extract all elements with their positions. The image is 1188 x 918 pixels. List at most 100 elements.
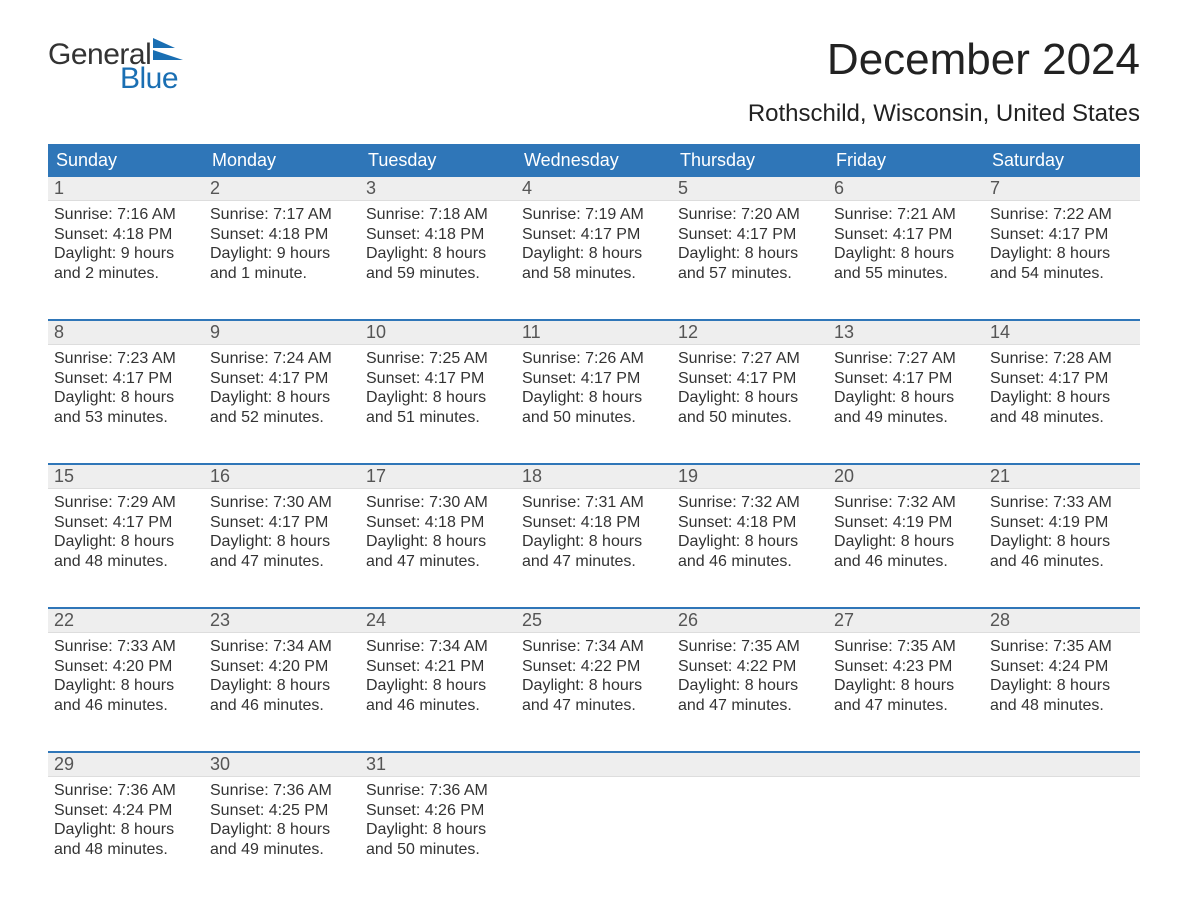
sunrise-line: Sunrise: 7:33 AM bbox=[54, 637, 198, 657]
sunset-line: Sunset: 4:20 PM bbox=[210, 657, 354, 677]
day-number: 18 bbox=[516, 465, 672, 489]
sunset-line: Sunset: 4:17 PM bbox=[522, 225, 666, 245]
daylight-line: and 47 minutes. bbox=[210, 552, 354, 572]
day-body: Sunrise: 7:33 AMSunset: 4:19 PMDaylight:… bbox=[984, 489, 1140, 579]
daylight-line: Daylight: 8 hours bbox=[366, 676, 510, 696]
daylight-line: and 1 minute. bbox=[210, 264, 354, 284]
sunrise-line: Sunrise: 7:33 AM bbox=[990, 493, 1134, 513]
sunrise-line: Sunrise: 7:23 AM bbox=[54, 349, 198, 369]
sunrise-line: Sunrise: 7:32 AM bbox=[834, 493, 978, 513]
daylight-line: and 47 minutes. bbox=[522, 552, 666, 572]
daylight-line: Daylight: 8 hours bbox=[990, 676, 1134, 696]
day-body: Sunrise: 7:30 AMSunset: 4:17 PMDaylight:… bbox=[204, 489, 360, 579]
sunrise-line: Sunrise: 7:35 AM bbox=[834, 637, 978, 657]
calendar-day: 24Sunrise: 7:34 AMSunset: 4:21 PMDayligh… bbox=[360, 609, 516, 723]
daylight-line: Daylight: 8 hours bbox=[522, 532, 666, 552]
sunset-line: Sunset: 4:18 PM bbox=[54, 225, 198, 245]
sunrise-line: Sunrise: 7:28 AM bbox=[990, 349, 1134, 369]
title-block: December 2024 Rothschild, Wisconsin, Uni… bbox=[748, 36, 1140, 140]
daylight-line: Daylight: 8 hours bbox=[834, 388, 978, 408]
sunset-line: Sunset: 4:17 PM bbox=[54, 369, 198, 389]
sunset-line: Sunset: 4:25 PM bbox=[210, 801, 354, 821]
calendar-day: 16Sunrise: 7:30 AMSunset: 4:17 PMDayligh… bbox=[204, 465, 360, 579]
sunrise-line: Sunrise: 7:25 AM bbox=[366, 349, 510, 369]
day-number: 4 bbox=[516, 177, 672, 201]
sunrise-line: Sunrise: 7:36 AM bbox=[210, 781, 354, 801]
daylight-line: and 46 minutes. bbox=[54, 696, 198, 716]
sunrise-line: Sunrise: 7:19 AM bbox=[522, 205, 666, 225]
calendar-day: 9Sunrise: 7:24 AMSunset: 4:17 PMDaylight… bbox=[204, 321, 360, 435]
calendar-day: 7Sunrise: 7:22 AMSunset: 4:17 PMDaylight… bbox=[984, 177, 1140, 291]
day-body bbox=[516, 777, 672, 867]
calendar-day: 6Sunrise: 7:21 AMSunset: 4:17 PMDaylight… bbox=[828, 177, 984, 291]
day-body: Sunrise: 7:18 AMSunset: 4:18 PMDaylight:… bbox=[360, 201, 516, 291]
day-number: 28 bbox=[984, 609, 1140, 633]
daylight-line: and 59 minutes. bbox=[366, 264, 510, 284]
daylight-line: Daylight: 8 hours bbox=[54, 532, 198, 552]
calendar-day bbox=[516, 753, 672, 867]
sunrise-line: Sunrise: 7:34 AM bbox=[210, 637, 354, 657]
calendar-day bbox=[828, 753, 984, 867]
dow-cell: Monday bbox=[204, 144, 360, 177]
calendar-day: 21Sunrise: 7:33 AMSunset: 4:19 PMDayligh… bbox=[984, 465, 1140, 579]
title-location: Rothschild, Wisconsin, United States bbox=[748, 100, 1140, 128]
calendar-day bbox=[672, 753, 828, 867]
day-number: 17 bbox=[360, 465, 516, 489]
calendar-week: 29Sunrise: 7:36 AMSunset: 4:24 PMDayligh… bbox=[48, 751, 1140, 867]
daylight-line: and 50 minutes. bbox=[678, 408, 822, 428]
calendar-day: 19Sunrise: 7:32 AMSunset: 4:18 PMDayligh… bbox=[672, 465, 828, 579]
sunrise-line: Sunrise: 7:17 AM bbox=[210, 205, 354, 225]
sunrise-line: Sunrise: 7:32 AM bbox=[678, 493, 822, 513]
daylight-line: Daylight: 8 hours bbox=[366, 532, 510, 552]
day-body: Sunrise: 7:35 AMSunset: 4:23 PMDaylight:… bbox=[828, 633, 984, 723]
daylight-line: and 48 minutes. bbox=[990, 696, 1134, 716]
day-number bbox=[516, 753, 672, 777]
sunset-line: Sunset: 4:17 PM bbox=[54, 513, 198, 533]
daylight-line: and 46 minutes. bbox=[366, 696, 510, 716]
daylight-line: and 49 minutes. bbox=[834, 408, 978, 428]
calendar-day: 5Sunrise: 7:20 AMSunset: 4:17 PMDaylight… bbox=[672, 177, 828, 291]
day-number: 26 bbox=[672, 609, 828, 633]
sunrise-line: Sunrise: 7:27 AM bbox=[834, 349, 978, 369]
daylight-line: and 48 minutes. bbox=[54, 840, 198, 860]
sunrise-line: Sunrise: 7:29 AM bbox=[54, 493, 198, 513]
day-number: 31 bbox=[360, 753, 516, 777]
day-body: Sunrise: 7:32 AMSunset: 4:19 PMDaylight:… bbox=[828, 489, 984, 579]
day-body: Sunrise: 7:24 AMSunset: 4:17 PMDaylight:… bbox=[204, 345, 360, 435]
calendar-day: 10Sunrise: 7:25 AMSunset: 4:17 PMDayligh… bbox=[360, 321, 516, 435]
day-number: 9 bbox=[204, 321, 360, 345]
day-body: Sunrise: 7:36 AMSunset: 4:26 PMDaylight:… bbox=[360, 777, 516, 867]
day-body: Sunrise: 7:19 AMSunset: 4:17 PMDaylight:… bbox=[516, 201, 672, 291]
sunset-line: Sunset: 4:17 PM bbox=[522, 369, 666, 389]
calendar-day: 8Sunrise: 7:23 AMSunset: 4:17 PMDaylight… bbox=[48, 321, 204, 435]
daylight-line: Daylight: 8 hours bbox=[834, 676, 978, 696]
calendar-day: 14Sunrise: 7:28 AMSunset: 4:17 PMDayligh… bbox=[984, 321, 1140, 435]
calendar-day: 20Sunrise: 7:32 AMSunset: 4:19 PMDayligh… bbox=[828, 465, 984, 579]
daylight-line: and 53 minutes. bbox=[54, 408, 198, 428]
sunrise-line: Sunrise: 7:26 AM bbox=[522, 349, 666, 369]
sunrise-line: Sunrise: 7:36 AM bbox=[366, 781, 510, 801]
day-body: Sunrise: 7:22 AMSunset: 4:17 PMDaylight:… bbox=[984, 201, 1140, 291]
calendar-day: 15Sunrise: 7:29 AMSunset: 4:17 PMDayligh… bbox=[48, 465, 204, 579]
day-number: 5 bbox=[672, 177, 828, 201]
sunset-line: Sunset: 4:26 PM bbox=[366, 801, 510, 821]
sunset-line: Sunset: 4:17 PM bbox=[210, 369, 354, 389]
sunset-line: Sunset: 4:17 PM bbox=[834, 225, 978, 245]
daylight-line: Daylight: 8 hours bbox=[54, 676, 198, 696]
dow-cell: Wednesday bbox=[516, 144, 672, 177]
day-body bbox=[672, 777, 828, 867]
daylight-line: Daylight: 8 hours bbox=[678, 388, 822, 408]
day-body: Sunrise: 7:27 AMSunset: 4:17 PMDaylight:… bbox=[672, 345, 828, 435]
sunrise-line: Sunrise: 7:20 AM bbox=[678, 205, 822, 225]
daylight-line: Daylight: 8 hours bbox=[990, 532, 1134, 552]
daylight-line: Daylight: 8 hours bbox=[990, 388, 1134, 408]
daylight-line: and 57 minutes. bbox=[678, 264, 822, 284]
daylight-line: Daylight: 8 hours bbox=[366, 820, 510, 840]
title-month: December 2024 bbox=[748, 36, 1140, 84]
sunrise-line: Sunrise: 7:35 AM bbox=[990, 637, 1134, 657]
day-number: 23 bbox=[204, 609, 360, 633]
calendar-day: 28Sunrise: 7:35 AMSunset: 4:24 PMDayligh… bbox=[984, 609, 1140, 723]
day-body: Sunrise: 7:29 AMSunset: 4:17 PMDaylight:… bbox=[48, 489, 204, 579]
calendar-day: 18Sunrise: 7:31 AMSunset: 4:18 PMDayligh… bbox=[516, 465, 672, 579]
sunset-line: Sunset: 4:21 PM bbox=[366, 657, 510, 677]
